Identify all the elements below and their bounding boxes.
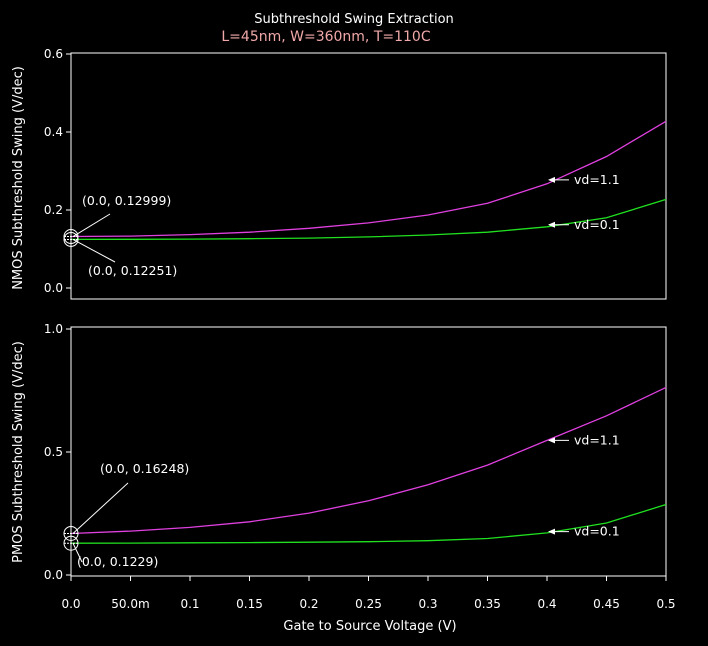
pmos-y-tick-label: 1.0: [44, 322, 63, 336]
pmos-series-label: vd=1.1: [574, 432, 620, 447]
nmos-series-line-vd-1-1: [70, 120, 667, 238]
nmos-plot-frame: [70, 52, 667, 300]
nmos-y-tick-label: 0.0: [44, 281, 63, 295]
pmos-y-tick-label: 0.5: [44, 445, 63, 459]
nmos-marker-label: (0.0, 0.12999): [82, 193, 171, 208]
x-tick-label: 0.15: [236, 597, 263, 611]
pmos-plot-frame: [70, 326, 667, 577]
pmos-label-arrowhead: [548, 437, 555, 444]
nmos-marker-leader: [72, 213, 111, 237]
pmos-marker-leader: [72, 543, 83, 563]
x-tick-label: 0.5: [656, 597, 675, 611]
nmos-panel: 0.0 0.2 0.4 0.6 (0.0, 0.12999) (0.0, 0.12251)…: [44, 47, 667, 300]
x-tick-label: 0.25: [355, 597, 382, 611]
nmos-y-tick-label: 0.2: [44, 203, 63, 217]
chart-title: Subthreshold Swing Extraction: [254, 12, 454, 27]
pmos-marker-label: (0.0, 0.16248): [100, 461, 189, 476]
x-tick-label: 0.2: [299, 597, 318, 611]
x-tick-label: 0.0: [61, 597, 80, 611]
x-tick-label: 0.45: [593, 597, 620, 611]
x-tick-label: 0.3: [418, 597, 437, 611]
pmos-marker-label: (0.0, 0.1229): [77, 554, 158, 569]
nmos-y-tick-label: 0.6: [44, 47, 63, 61]
pmos-marker-leader: [72, 482, 129, 534]
nmos-marker-label: (0.0, 0.12251): [88, 263, 177, 278]
nmos-marker-leader: [72, 239, 116, 263]
nmos-y-axis-label: NMOS Subthreshold Swing (V/dec): [11, 66, 26, 290]
nmos-y-tick-label: 0.4: [44, 125, 63, 139]
nmos-label-arrowhead: [548, 221, 555, 228]
x-tick-label: 0.35: [474, 597, 501, 611]
x-axis-ticks: 0.0 50.0m 0.1 0.15 0.2 0.25 0.3 0.35 0.4 0.45 0.5: [61, 576, 676, 611]
pmos-panel: 0.0 0.5 1.0 (0.0, 0.16248) (0.0, 0.1229) vd=1…: [44, 322, 667, 582]
x-tick-label: 0.1: [180, 597, 199, 611]
pmos-series-line-vd-0-1: [70, 503, 667, 544]
nmos-series-label: vd=1.1: [574, 172, 620, 187]
chart-subtitle: L=45nm, W=360nm, T=110C: [221, 29, 430, 45]
pmos-series-label: vd=0.1: [574, 524, 620, 539]
x-tick-label: 0.4: [537, 597, 556, 611]
nmos-series-label: vd=0.1: [574, 217, 620, 232]
pmos-series-line-vd-1-1: [70, 386, 667, 535]
x-axis-label: Gate to Source Voltage (V): [283, 619, 456, 634]
x-tick-label: 50.0m: [111, 597, 149, 611]
nmos-series-line-vd-0-1: [70, 198, 667, 241]
pmos-y-tick-label: 0.0: [44, 568, 63, 582]
nmos-label-arrowhead: [548, 176, 555, 183]
pmos-label-arrowhead: [548, 528, 555, 535]
pmos-y-axis-label: PMOS Subthreshold Swing (V/dec): [11, 341, 26, 563]
